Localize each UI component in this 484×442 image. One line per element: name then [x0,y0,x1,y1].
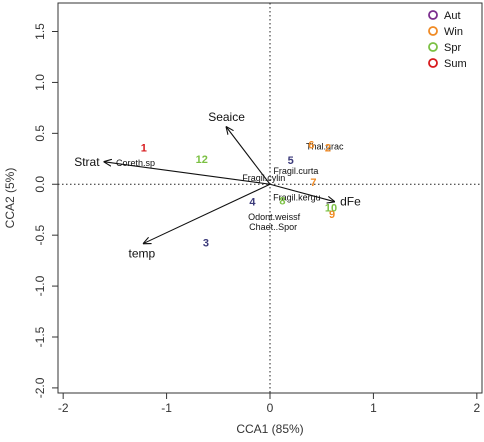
legend-marker-win [428,26,438,36]
x-tick-label: -2 [58,401,69,415]
species-label: Fragil.curta [273,166,318,176]
legend-label-win: Win [444,26,463,38]
species-label: Coreth.sp [116,158,155,168]
y-tick-label: -2.0 [33,377,47,398]
x-axis-title: CCA1 (85%) [236,422,303,436]
legend-label-sum: Sum [444,58,467,70]
sample-label: 2 [325,143,331,155]
vector-label-temp: temp [128,246,155,260]
sample-label: 3 [203,237,209,249]
legend-marker-spr [428,42,438,52]
vector-arrow-temp [144,183,271,243]
species-label: Chaet..Spor [249,222,297,232]
y-tick-label: 0.0 [33,176,47,193]
legend-label-spr: Spr [444,42,461,54]
species-labels: Thal.grac Coreth.sp Fragil.curtaFragil.cyl… [116,142,344,232]
x-axis: -2 -1 0 1 2 [58,393,480,415]
legend-marker-sum [428,58,438,68]
plot-frame [57,2,483,394]
vector-label-strat: Strat [74,155,100,169]
species-label: Fragil.cylin [242,173,285,183]
species-label: Thal.grac [306,142,344,152]
vector-label-seaice: Seaice [208,110,245,124]
sample-label: 9 [329,209,335,221]
sample-label: 12 [196,154,208,166]
y-axis: -2.0 -1.5 -1.0 -0.5 0.0 0.5 1.0 1.5 [33,23,58,398]
vector-arrow-strat [105,162,271,185]
sample-label: 7 [310,177,316,189]
x-tick-label: 2 [473,401,480,415]
sample-label: 6 [308,140,314,152]
sample-label: 1 [141,143,147,155]
legend-label-aut: Aut [444,10,461,22]
y-axis-title: CCA2 (5%) [3,168,17,229]
reference-lines [58,3,482,393]
y-tick-label: 1.0 [33,74,47,91]
species-label: Odont.weissf [248,212,301,222]
sample-label: 5 [288,155,294,167]
y-tick-label: -0.5 [33,225,47,246]
species-label: Fragil.kergu [273,192,321,202]
y-tick-label: -1.5 [33,326,47,347]
x-tick-label: 1 [370,401,377,415]
y-tick-label: 1.5 [33,23,47,40]
vector-arrow-dfe [269,183,334,201]
sample-label: 4 [249,197,256,209]
y-tick-label: -1.0 [33,275,47,296]
vector-label-dfe: dFe [340,195,361,209]
legend-marker-aut [428,10,438,20]
x-tick-label: 0 [267,401,274,415]
environment-vectors: Seaice Strat temp dFe [74,110,361,260]
season-legend: Aut Win Spr Sum [428,10,467,70]
x-tick-label: -1 [161,401,172,415]
vector-arrow-seaice [227,127,271,185]
sample-label: 8 [279,196,285,208]
y-tick-label: 0.5 [33,125,47,142]
sample-label: 10 [325,203,337,215]
